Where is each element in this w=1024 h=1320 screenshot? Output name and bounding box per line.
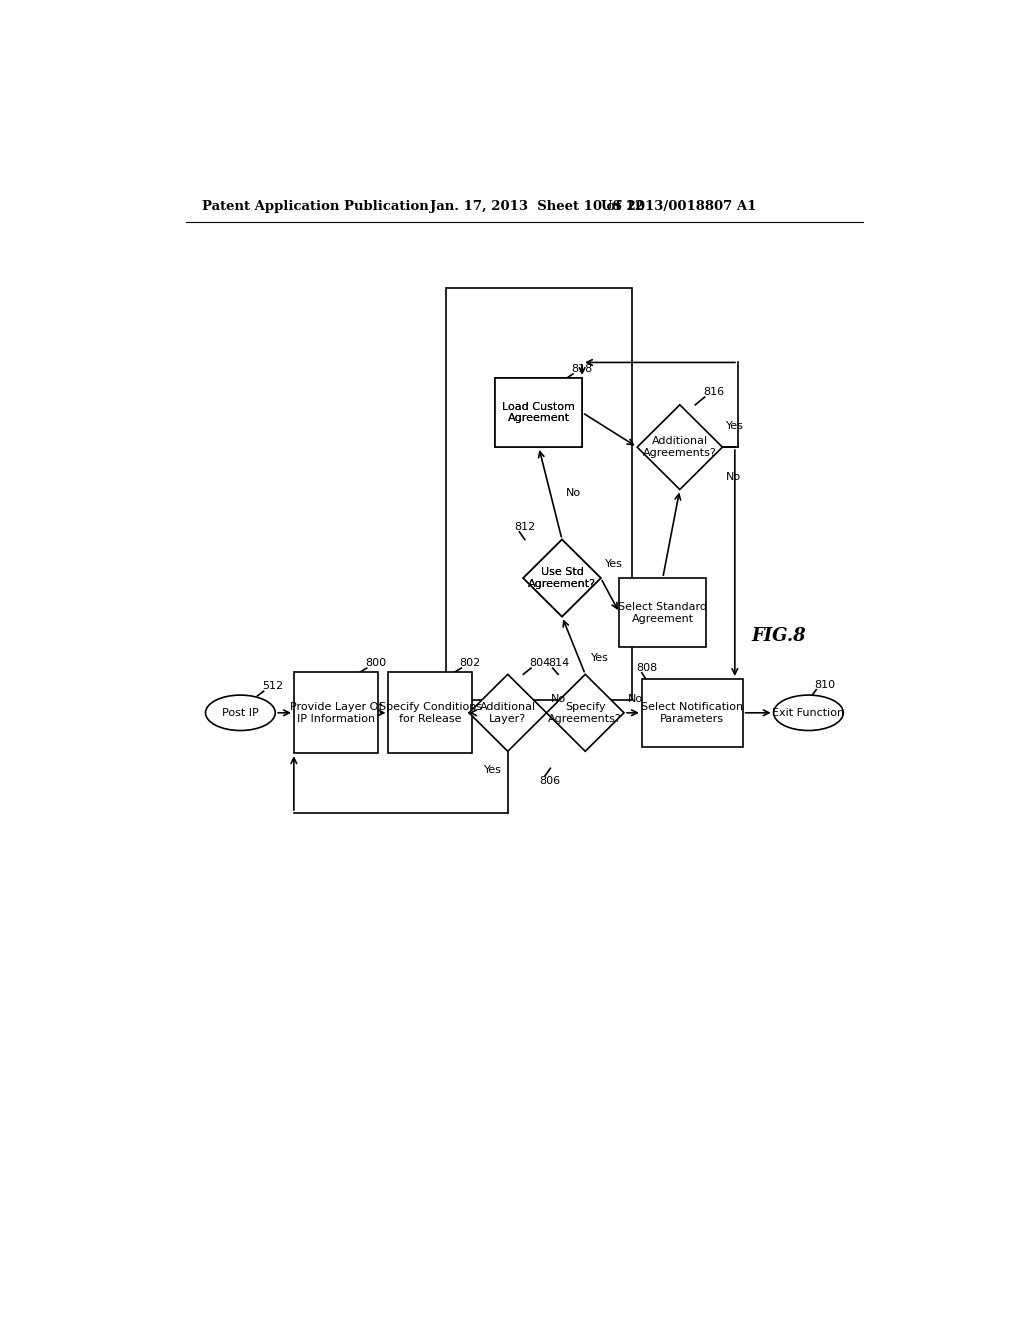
Text: 802: 802 (460, 659, 481, 668)
Bar (445, 288, 632, 700)
Text: 806: 806 (539, 776, 560, 785)
Text: No: No (628, 693, 643, 704)
Ellipse shape (773, 696, 844, 730)
Text: Jan. 17, 2013  Sheet 10 of 12: Jan. 17, 2013 Sheet 10 of 12 (430, 199, 644, 213)
Text: 818: 818 (571, 364, 593, 374)
Text: Yes: Yes (483, 766, 502, 775)
Text: 816: 816 (703, 387, 724, 397)
Text: Use Std
Agreement?: Use Std Agreement? (528, 568, 596, 589)
Bar (496, 378, 583, 447)
Text: 804: 804 (529, 659, 551, 668)
Text: 800: 800 (366, 659, 386, 668)
Bar (294, 672, 378, 754)
Text: Yes: Yes (592, 653, 609, 663)
Text: Load Custom
Agreement: Load Custom Agreement (503, 401, 575, 424)
Polygon shape (469, 675, 547, 751)
Polygon shape (547, 675, 624, 751)
Bar (642, 678, 742, 747)
Text: No: No (726, 473, 741, 482)
Text: Select Notification
Parameters: Select Notification Parameters (641, 702, 743, 723)
Text: Specify Conditions
for Release: Specify Conditions for Release (379, 702, 482, 723)
Text: No: No (550, 693, 565, 704)
Ellipse shape (206, 696, 275, 730)
Text: Yes: Yes (726, 421, 744, 430)
Text: Yes: Yes (604, 558, 623, 569)
Text: FIG.8: FIG.8 (752, 627, 806, 644)
Text: Additional
Layer?: Additional Layer? (479, 702, 536, 723)
Text: Exit Function: Exit Function (772, 708, 845, 718)
Text: Additional
Agreements?: Additional Agreements? (643, 437, 717, 458)
Text: No: No (566, 488, 581, 499)
Text: Patent Application Publication: Patent Application Publication (202, 199, 428, 213)
Text: Select Standard
Agreement: Select Standard Agreement (618, 602, 708, 623)
Text: 810: 810 (815, 680, 836, 689)
Bar (388, 672, 472, 754)
Text: 814: 814 (548, 659, 569, 668)
Text: 512: 512 (262, 681, 284, 692)
Text: Specify
Agreements?: Specify Agreements? (549, 702, 623, 723)
Polygon shape (523, 540, 601, 616)
Bar (496, 378, 583, 447)
Text: Post IP: Post IP (222, 708, 259, 718)
Text: Use Std
Agreement?: Use Std Agreement? (528, 568, 596, 589)
Text: Provide Layer Of
IP Information: Provide Layer Of IP Information (290, 702, 382, 723)
Polygon shape (637, 405, 722, 490)
Polygon shape (523, 540, 601, 616)
Text: 808: 808 (636, 663, 657, 673)
Text: Load Custom
Agreement: Load Custom Agreement (503, 401, 575, 424)
Bar (620, 578, 707, 647)
Text: 812: 812 (514, 521, 536, 532)
Text: US 2013/0018807 A1: US 2013/0018807 A1 (601, 199, 756, 213)
